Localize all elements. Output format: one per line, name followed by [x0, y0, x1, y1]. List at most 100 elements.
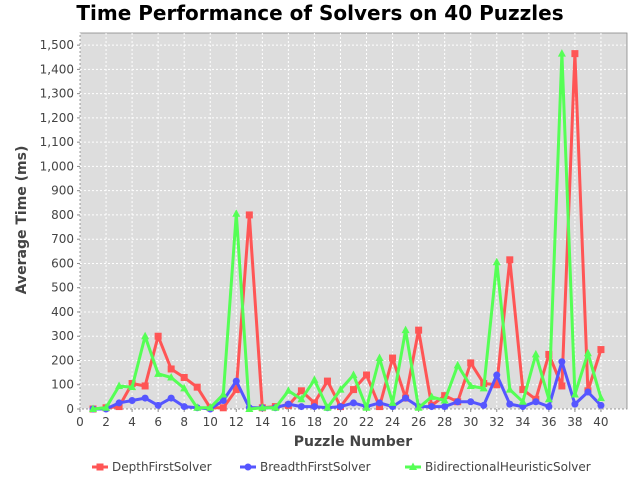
chart-title: Time Performance of Solvers on 40 Puzzle…	[76, 1, 563, 25]
x-tick-label: 28	[437, 415, 452, 429]
legend-label: BidirectionalHeuristicSolver	[425, 460, 591, 474]
x-tick-label: 14	[255, 415, 270, 429]
data-point	[401, 325, 410, 334]
series-BidirectionalHeuristicSolver	[89, 49, 605, 412]
legend-label: BreadthFirstSolver	[260, 460, 371, 474]
data-point	[427, 392, 436, 400]
data-point	[467, 359, 475, 367]
data-point	[336, 403, 344, 411]
data-point	[558, 358, 566, 366]
data-point	[597, 401, 605, 409]
x-tick-label: 20	[333, 415, 348, 429]
x-tick-label: 8	[180, 415, 188, 429]
data-point	[506, 256, 514, 264]
plot-area	[79, 32, 628, 410]
data-point	[219, 404, 227, 412]
data-point	[467, 398, 475, 406]
data-point	[219, 397, 227, 405]
legend-marker	[96, 463, 104, 471]
data-point	[154, 369, 163, 377]
data-point	[193, 383, 201, 391]
data-point	[375, 353, 384, 362]
data-point	[167, 365, 175, 373]
data-point	[480, 401, 488, 409]
legend-marker	[244, 463, 252, 471]
series-line	[93, 360, 603, 411]
data-point	[245, 404, 254, 412]
data-point	[558, 382, 566, 390]
data-point	[180, 373, 188, 381]
x-tick-label: 36	[541, 415, 556, 429]
data-point	[519, 403, 527, 411]
data-point	[531, 349, 540, 358]
data-point	[545, 350, 553, 358]
x-tick-label: 12	[229, 415, 244, 429]
data-point	[414, 403, 423, 411]
y-tick-label: 1,300	[40, 87, 74, 101]
data-point	[596, 393, 605, 402]
x-tick-label: 0	[76, 415, 84, 429]
data-point	[297, 394, 306, 403]
data-point	[493, 371, 501, 379]
data-point	[362, 403, 371, 411]
y-tick-label: 1,000	[40, 159, 74, 173]
legend-marker	[409, 462, 417, 470]
data-point	[128, 397, 136, 405]
y-tick-label: 900	[51, 184, 74, 198]
data-point	[310, 399, 318, 407]
data-point	[571, 50, 579, 58]
data-point	[532, 398, 540, 406]
series-line	[92, 52, 603, 411]
legend-item: BidirectionalHeuristicSolver	[405, 460, 591, 474]
data-point	[115, 381, 124, 389]
y-tick-label: 800	[51, 208, 74, 222]
y-tick-label: 1,500	[40, 38, 74, 52]
legend-label: DepthFirstSolver	[112, 460, 212, 474]
data-point	[232, 209, 241, 217]
x-tick-label: 30	[463, 415, 478, 429]
data-point	[167, 394, 175, 402]
data-point	[545, 403, 553, 411]
data-point	[284, 386, 293, 394]
y-tick-label: 0	[66, 402, 74, 416]
data-point	[336, 385, 345, 393]
data-point	[544, 394, 553, 403]
data-point	[349, 370, 358, 379]
data-point	[389, 354, 397, 362]
data-point	[232, 377, 240, 385]
data-point	[492, 257, 501, 266]
y-tick-label: 1,200	[40, 111, 74, 125]
y-tick-label: 500	[51, 281, 74, 295]
data-point	[115, 399, 123, 407]
y-tick-label: 1,400	[40, 62, 74, 76]
data-point	[154, 332, 162, 340]
data-point	[402, 394, 410, 402]
data-point	[297, 403, 305, 411]
y-tick-label: 200	[51, 353, 74, 367]
x-tick-label: 4	[128, 415, 136, 429]
x-tick-label: 18	[307, 415, 322, 429]
data-point	[219, 389, 228, 398]
data-point	[128, 382, 137, 391]
data-point	[102, 403, 111, 411]
data-point	[284, 400, 292, 408]
data-point	[571, 400, 579, 408]
legend-item: BreadthFirstSolver	[240, 460, 371, 474]
data-point	[518, 397, 527, 405]
series-layer	[89, 49, 605, 413]
data-point	[441, 403, 449, 411]
data-point	[350, 386, 357, 394]
data-point	[493, 381, 501, 389]
data-point	[154, 401, 162, 409]
data-point	[232, 386, 240, 394]
y-tick-label: 1,100	[40, 135, 74, 149]
data-point	[376, 403, 384, 411]
series-line	[92, 52, 603, 411]
legend-item: DepthFirstSolver	[92, 460, 212, 474]
data-point	[506, 400, 514, 408]
data-point	[180, 383, 189, 392]
x-tick-label: 22	[359, 415, 374, 429]
data-point	[363, 371, 371, 379]
y-tick-label: 700	[51, 232, 74, 246]
